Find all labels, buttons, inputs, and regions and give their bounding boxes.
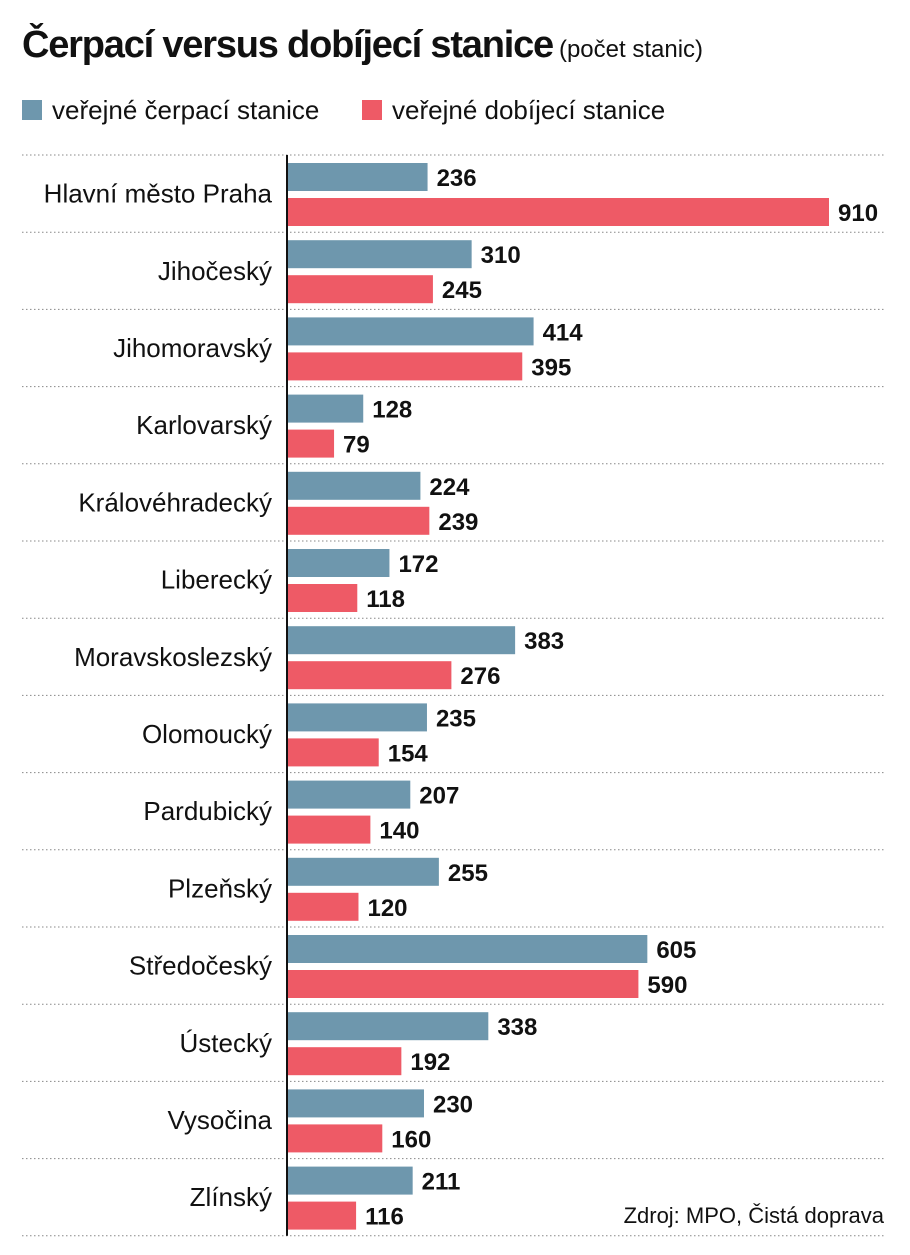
value-label: 211 [422, 1169, 461, 1196]
value-label: 118 [366, 586, 405, 613]
value-label: 239 [438, 509, 478, 536]
legend-swatch-dobijeci [362, 100, 382, 120]
category-label: Jihomoravský [113, 333, 272, 363]
bar-dobijeci [287, 506, 430, 535]
value-label: 310 [481, 242, 521, 269]
bar-dobijeci [287, 815, 371, 844]
category-label: Olomoucký [142, 719, 272, 749]
category-label: Jihočeský [158, 256, 272, 286]
legend-item-dobijeci: veřejné dobíjecí stanice [362, 95, 665, 125]
value-label: 910 [838, 200, 878, 227]
legend-item-cerpaci: veřejné čerpací stanice [22, 95, 319, 125]
bar-cerpaci [287, 1012, 489, 1041]
bar-cerpaci [287, 1089, 424, 1118]
value-label: 605 [656, 937, 696, 964]
bar-cerpaci [287, 857, 439, 886]
value-label: 255 [448, 860, 488, 887]
value-label: 245 [442, 277, 482, 304]
chart-subtitle: (počet stanic) [558, 36, 704, 63]
bar-dobijeci [287, 429, 335, 458]
value-label: 128 [372, 397, 412, 424]
bar-cerpaci [287, 549, 390, 577]
category-label: Ústecký [180, 1028, 272, 1058]
bar-cerpaci [287, 163, 428, 191]
bar-cerpaci [287, 240, 472, 269]
value-label: 235 [436, 705, 476, 732]
bar-cerpaci [287, 703, 427, 732]
legend-swatch-cerpaci [22, 100, 42, 120]
value-label: 160 [391, 1126, 431, 1153]
bar-dobijeci [287, 1047, 402, 1076]
value-label: 207 [419, 783, 459, 810]
category-label: Středočeský [129, 951, 272, 981]
bar-dobijeci [287, 1124, 383, 1153]
value-label: 414 [543, 319, 584, 346]
category-label: Plzeňský [168, 873, 272, 903]
bar-cerpaci [287, 471, 421, 500]
value-label: 395 [531, 354, 571, 381]
value-label: 236 [437, 165, 477, 192]
category-label: Moravskoslezský [74, 642, 272, 672]
category-label: Liberecký [161, 565, 272, 595]
bar-dobijeci [287, 1201, 357, 1230]
value-label: 224 [429, 474, 470, 501]
category-label: Zlínský [190, 1182, 272, 1212]
bar-cerpaci [287, 1166, 413, 1195]
chart-title: Čerpací versus dobíjecí stanice [22, 24, 554, 66]
bar-dobijeci [287, 738, 379, 767]
title-block: Čerpací versus dobíjecí stanice (počet st… [22, 24, 703, 67]
value-label: 383 [524, 628, 564, 655]
legend-label-cerpaci: veřejné čerpací stanice [52, 94, 320, 125]
value-label: 230 [433, 1091, 473, 1118]
bar-dobijeci [287, 970, 639, 998]
bar-dobijeci [287, 275, 433, 304]
value-label: 172 [398, 551, 438, 578]
category-label: Vysočina [167, 1105, 272, 1135]
bar-dobijeci [287, 892, 359, 921]
bar-cerpaci [287, 780, 411, 809]
value-label: 79 [343, 432, 370, 459]
category-label: Královéhradecký [78, 487, 272, 517]
category-label: Karlovarský [136, 410, 272, 440]
bar-cerpaci [287, 626, 516, 655]
bar-dobijeci [287, 352, 523, 381]
bar-dobijeci [287, 584, 358, 612]
value-label: 338 [497, 1014, 537, 1041]
value-label: 116 [365, 1204, 404, 1231]
bar-cerpaci [287, 935, 648, 963]
value-label: 590 [647, 972, 687, 999]
category-label: Hlavní město Praha [44, 179, 273, 209]
bar-cerpaci [287, 317, 534, 346]
value-label: 276 [460, 663, 500, 690]
bar-dobijeci [287, 661, 452, 690]
value-label: 154 [388, 740, 429, 767]
category-label: Pardubický [143, 796, 272, 826]
value-label: 192 [410, 1049, 450, 1076]
value-label: 120 [367, 895, 407, 922]
value-label: 140 [379, 818, 419, 845]
source-note: Zdroj: MPO, Čistá doprava [623, 1203, 884, 1228]
bar-dobijeci [287, 198, 829, 226]
legend-label-dobijeci: veřejné dobíjecí stanice [392, 94, 666, 125]
bar-cerpaci [287, 394, 364, 423]
